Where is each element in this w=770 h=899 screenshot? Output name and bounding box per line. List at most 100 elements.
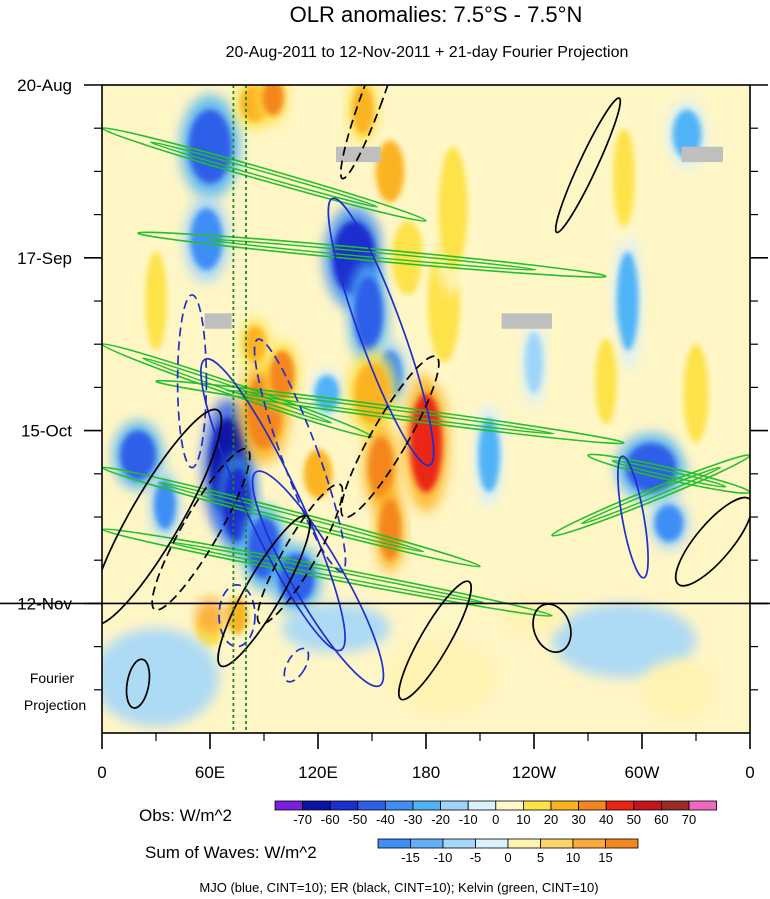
observed-anomaly-cell bbox=[409, 393, 443, 493]
fourier-projection-label-line2: Projection bbox=[24, 697, 86, 713]
mjo-contour-positive bbox=[200, 357, 346, 652]
observed-anomaly-cell bbox=[120, 430, 156, 480]
observed-anomaly-cell bbox=[368, 436, 394, 499]
mjo-contour-positive bbox=[617, 455, 649, 579]
er-contour-positive bbox=[102, 408, 223, 626]
waves-colorbar-tick-label: -5 bbox=[470, 850, 482, 865]
obs-colorbar-tick-label: 20 bbox=[544, 812, 558, 827]
obs-colorbar-swatch bbox=[633, 800, 662, 811]
observed-anomaly-cell bbox=[269, 350, 295, 400]
obs-colorbar-tick-label: 40 bbox=[599, 812, 613, 827]
mjo-contour-negative bbox=[283, 647, 310, 683]
waves-colorbar-tick-label: -10 bbox=[434, 850, 453, 865]
observed-anomaly-cell bbox=[262, 85, 284, 116]
kelvin-contour bbox=[102, 127, 427, 222]
obs-colorbar-swatch bbox=[688, 800, 718, 811]
y-tick-label: 12-Nov bbox=[17, 594, 72, 613]
observed-anomaly-cell bbox=[379, 498, 401, 561]
observed-anomaly-cell bbox=[391, 220, 425, 295]
plot-area bbox=[102, 85, 750, 733]
obs-colorbar-tick-label: -20 bbox=[431, 812, 450, 827]
observed-anomaly-cell bbox=[683, 344, 709, 443]
observed-anomaly-cell bbox=[190, 208, 223, 271]
obs-colorbar-tick-label: -40 bbox=[376, 812, 395, 827]
obs-colorbar-tick-label: 0 bbox=[492, 812, 499, 827]
observed-anomaly-cell bbox=[352, 85, 374, 135]
obs-colorbar-tick-label: 60 bbox=[654, 812, 668, 827]
obs-colorbar-tick-label: -30 bbox=[404, 812, 423, 827]
obs-colorbar: -70 -60 -50 -40 -30 -20 -10 0 10 20 30 40 50 60 70 bbox=[274, 800, 718, 827]
er-contour-positive bbox=[554, 97, 622, 234]
observed-anomaly-cell bbox=[616, 251, 639, 351]
kelvin-contour bbox=[137, 231, 607, 278]
waves-colorbar-tick-label: 10 bbox=[566, 850, 580, 865]
mjo-contour-negative bbox=[176, 293, 208, 469]
obs-colorbar-tick-label: 70 bbox=[682, 812, 696, 827]
missing-data-box bbox=[501, 313, 552, 329]
projection-anomaly-cell bbox=[282, 603, 390, 653]
obs-colorbar-swatch bbox=[550, 800, 580, 811]
projection-anomaly-cell bbox=[642, 658, 714, 721]
obs-colorbar-swatch bbox=[578, 800, 607, 811]
waves-colorbar-label: Sum of Waves: W/m^2 bbox=[145, 843, 317, 862]
missing-data-box bbox=[336, 146, 381, 163]
observed-anomaly-cell bbox=[613, 128, 635, 227]
obs-colorbar-swatch bbox=[495, 800, 524, 811]
waves-colorbar-swatch bbox=[442, 838, 476, 849]
waves-colorbar-tick-label: 15 bbox=[598, 850, 612, 865]
observed-anomaly-cell bbox=[154, 479, 176, 530]
x-tick-label: 0 bbox=[97, 763, 106, 782]
er-contour-positive bbox=[397, 580, 473, 701]
obs-colorbar-tick-label: -60 bbox=[321, 812, 340, 827]
y-tick-label: 15-Oct bbox=[21, 422, 72, 441]
obs-colorbar-swatch bbox=[605, 800, 635, 811]
obs-colorbar-tick-label: -10 bbox=[459, 812, 478, 827]
projection-anomaly-cell bbox=[390, 640, 498, 715]
observed-anomaly-cell bbox=[303, 449, 333, 499]
observed-anomaly-cell bbox=[226, 597, 248, 635]
observed-anomaly-cell bbox=[145, 251, 167, 351]
x-tick-label: 120E bbox=[298, 763, 338, 782]
er-contour-negative bbox=[339, 85, 405, 180]
obs-colorbar-swatch bbox=[523, 800, 552, 811]
obs-colorbar-swatch bbox=[274, 800, 304, 811]
er-contour-negative bbox=[151, 447, 251, 611]
kelvin-contour-inner bbox=[207, 238, 537, 271]
obs-colorbar-tick-label: 50 bbox=[627, 812, 641, 827]
missing-data-box bbox=[681, 146, 723, 163]
er-contour-negative bbox=[340, 355, 440, 519]
kelvin-contour-inner bbox=[611, 459, 727, 488]
mjo-contour-negative bbox=[218, 584, 256, 648]
projection-anomaly-cell bbox=[102, 628, 219, 727]
x-tick-label: 0 bbox=[745, 763, 754, 782]
waves-colorbar-swatch bbox=[507, 838, 541, 849]
chart-title: OLR anomalies: 7.5°S - 7.5°N bbox=[290, 2, 583, 27]
er-contour-negative bbox=[256, 483, 344, 625]
x-axis: 0 60E 120E 180 120W 60W 0 bbox=[97, 733, 755, 782]
observed-anomaly-cell bbox=[478, 418, 500, 493]
projection-anomaly-cell bbox=[552, 603, 696, 678]
obs-colorbar-swatch bbox=[440, 800, 469, 811]
er-contour-positive bbox=[217, 514, 311, 668]
x-tick-label: 180 bbox=[412, 763, 440, 782]
waves-colorbar-swatch bbox=[540, 838, 574, 849]
waves-colorbar-tick-label: -15 bbox=[401, 850, 420, 865]
x-tick-label: 60W bbox=[625, 763, 660, 782]
obs-colorbar-label: Obs: W/m^2 bbox=[139, 806, 232, 825]
obs-colorbar-tick-label: -50 bbox=[348, 812, 367, 827]
waves-colorbar: -15 -10 -5 0 5 10 15 bbox=[377, 838, 639, 865]
waves-colorbar-swatch bbox=[605, 838, 639, 849]
obs-colorbar-swatch bbox=[357, 800, 386, 811]
observed-anomaly-cell bbox=[438, 146, 468, 271]
y-axis: 20-Aug 17-Sep 15-Oct 12-Nov bbox=[17, 76, 768, 691]
kelvin-contour-inner bbox=[149, 141, 379, 208]
waves-colorbar-swatch bbox=[572, 838, 606, 849]
observed-anomaly-cell bbox=[375, 140, 405, 203]
fourier-projection-label-line1: Fourier bbox=[30, 670, 75, 686]
waves-colorbar-swatch bbox=[410, 838, 444, 849]
y-tick-label: 20-Aug bbox=[17, 76, 72, 95]
observed-anomaly-cell bbox=[188, 109, 232, 184]
obs-colorbar-swatch bbox=[412, 800, 442, 811]
y-tick-label: 17-Sep bbox=[17, 249, 72, 268]
obs-colorbar-swatch bbox=[661, 800, 690, 811]
